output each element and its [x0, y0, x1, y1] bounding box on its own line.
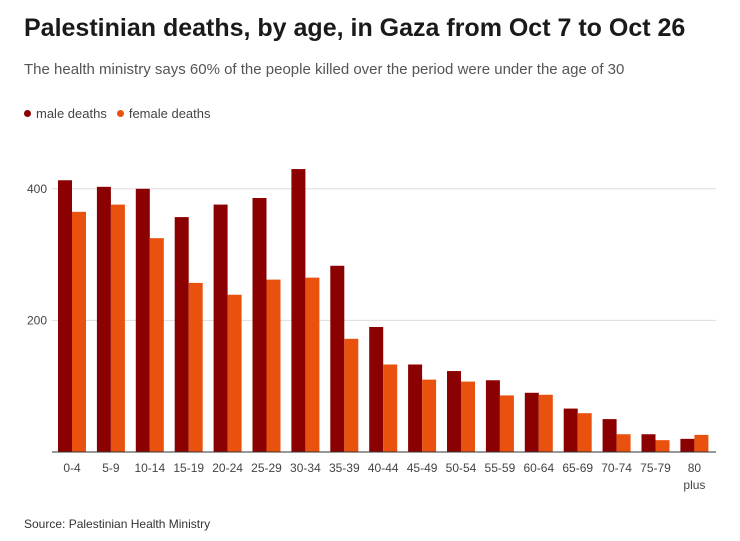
bars	[58, 169, 709, 453]
y-tick-label: 200	[27, 313, 47, 327]
x-tick-label: 25-29	[251, 461, 282, 475]
bar-male-25-29	[252, 198, 267, 452]
bar-male-75-79	[641, 434, 656, 452]
legend-label-male: male deaths	[36, 106, 107, 121]
legend-item-female: female deaths	[116, 106, 211, 121]
bar-male-65-69	[563, 408, 578, 452]
x-tick-label: 5-9	[102, 461, 120, 475]
bar-female-45-49	[422, 379, 437, 452]
x-tick-label: 0-4	[63, 461, 81, 475]
x-axis-ticks: 0-4 5-9 10-14 15-19 20-24 25-29 30-34 35-39 40-4…	[63, 461, 705, 492]
bar-female-55-59	[499, 395, 514, 452]
bar-male-30-34	[291, 169, 306, 452]
x-tick-label: 80 plus	[683, 461, 705, 492]
x-tick-label: 50-54	[446, 461, 477, 475]
bar-female-40-44	[383, 364, 398, 452]
chart-title: Palestinian deaths, by age, in Gaza from…	[24, 14, 686, 42]
bar-male-20-24	[213, 204, 228, 452]
x-tick-label: 45-49	[407, 461, 438, 475]
bar-female-25-29	[266, 279, 281, 452]
bar-female-70-74	[616, 434, 631, 452]
x-tick-label: 60-64	[523, 461, 554, 475]
legend: male deaths female deaths	[24, 106, 221, 121]
chart-subtitle: The health ministry says 60% of the peop…	[24, 61, 625, 78]
bar-female-65-69	[577, 413, 592, 452]
x-tick-label: 30-34	[290, 461, 321, 475]
x-tick-label: 65-69	[562, 461, 593, 475]
bar-female-80-plus	[694, 434, 709, 452]
x-tick-label: 10-14	[134, 461, 165, 475]
bar-male-5-9	[96, 186, 111, 453]
bar-female-50-54	[461, 381, 475, 452]
legend-item-male: male deaths	[24, 106, 107, 121]
bar-female-30-34	[305, 277, 320, 452]
bar-male-10-14	[135, 188, 150, 453]
bar-male-35-39	[330, 265, 345, 452]
x-tick-label: 15-19	[173, 461, 204, 475]
bar-male-60-64	[524, 392, 539, 452]
x-tick-label: 75-79	[640, 461, 671, 475]
bar-female-75-79	[655, 440, 670, 452]
x-tick-label: 35-39	[329, 461, 360, 475]
bar-male-40-44	[369, 326, 384, 452]
bar-male-0-4	[58, 180, 72, 452]
x-tick-label: 20-24	[212, 461, 243, 475]
legend-swatch-female	[116, 110, 124, 117]
x-tick-label: 70-74	[601, 461, 632, 475]
bar-female-20-24	[227, 294, 242, 452]
bar-male-55-59	[485, 380, 500, 452]
x-tick-label: 55-59	[485, 461, 516, 475]
bar-male-50-54	[447, 371, 461, 452]
y-axis-ticks: 200 400	[27, 182, 47, 328]
bar-female-0-4	[72, 211, 86, 452]
bar-female-60-64	[538, 394, 553, 452]
legend-swatch-male	[24, 110, 31, 117]
legend-label-female: female deaths	[128, 106, 211, 121]
bar-male-45-49	[408, 364, 423, 452]
x-tick-label: 40-44	[368, 461, 399, 475]
bar-female-15-19	[188, 282, 203, 452]
source-note: Source: Palestinian Health Ministry	[24, 517, 211, 531]
bar-male-15-19	[174, 217, 189, 452]
bar-female-5-9	[110, 204, 125, 452]
y-tick-label: 400	[27, 182, 47, 196]
bar-female-10-14	[149, 238, 164, 452]
bar-male-80-plus	[680, 438, 695, 452]
bar-female-35-39	[344, 338, 359, 452]
bar-male-70-74	[602, 419, 617, 452]
